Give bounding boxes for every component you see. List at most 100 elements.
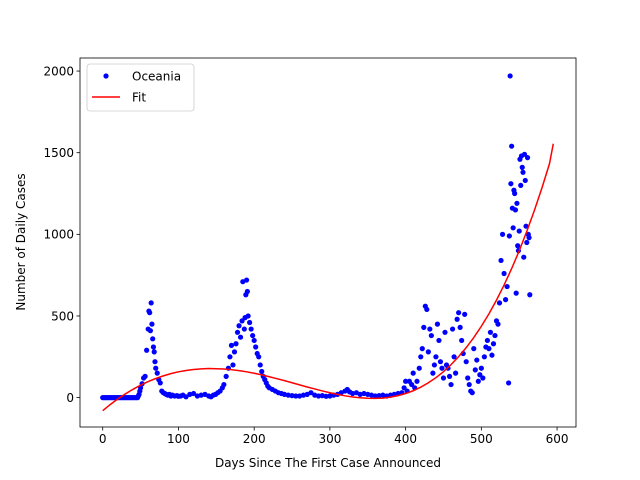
x-axis-label: Days Since The First Case Announced [215,456,441,470]
data-point [251,337,257,344]
data-point [293,393,299,399]
data-point [424,306,430,313]
data-point [495,321,501,327]
data-point [414,378,420,384]
data-point [418,354,424,360]
data-point [147,310,153,316]
data-point [434,321,441,327]
data-point [244,288,250,295]
axes-layer: 0 100 200 300 400 500 600 0 500 1000 1500 2000 [43,57,577,446]
data-point [509,143,515,149]
data-point [253,344,259,350]
data-point [403,378,409,384]
data-point [440,375,447,381]
plot-layer [100,73,555,412]
data-point [454,316,460,322]
data-point [526,235,532,241]
data-point [514,200,520,206]
plot-area [100,73,555,412]
data-point [449,326,456,332]
axes-frame [79,57,577,428]
data-point [410,370,416,376]
data-point [465,375,471,381]
data-point [228,342,235,348]
data-point [456,310,462,316]
data-point [289,393,295,399]
y-tick-label: 1500 [43,146,74,160]
data-point [442,329,448,335]
x-tick-label: 100 [167,432,190,446]
data-point [190,390,197,397]
data-point [223,373,229,379]
data-point [522,177,528,184]
data-point [144,347,150,353]
data-point [521,151,528,157]
data-point [233,341,239,347]
data-point [247,319,253,326]
data-point [150,344,157,350]
data-point [499,231,506,237]
y-tick-label: 0 [66,391,74,405]
data-point [484,337,490,344]
data-point [154,370,160,376]
x-tick-label: 300 [318,432,341,446]
y-tick-label: 500 [51,309,74,323]
x-tick-label: 500 [470,432,493,446]
data-point [475,378,481,384]
data-point [257,362,263,368]
data-point [437,359,444,365]
data-point [521,254,527,260]
data-point [439,365,445,371]
data-point [142,373,148,379]
data-point [504,283,510,290]
data-point [502,297,509,303]
data-point [462,311,468,317]
legend-label-oceania: Oceania [132,69,181,83]
data-point [248,326,254,332]
data-point [237,334,244,340]
data-point [489,352,495,358]
data-point [419,346,425,352]
data-point [520,169,526,175]
series-fit-line [102,143,555,412]
y-tick-label: 1000 [43,228,74,242]
data-point [466,381,472,388]
data-point [231,349,238,355]
data-point [472,367,478,373]
data-point [236,323,242,329]
data-point [234,329,241,335]
data-point [285,392,291,398]
data-point [507,73,513,79]
data-point [153,365,159,371]
data-point [492,332,498,339]
data-point [474,357,480,363]
data-point [323,393,329,399]
data-point [471,346,477,352]
data-point [244,277,250,283]
data-point [259,368,265,375]
x-tick-label: 600 [546,432,569,446]
data-point [513,290,519,296]
data-point [149,321,155,327]
data-point [147,328,154,334]
legend-box [86,63,195,112]
data-point [427,326,433,332]
x-tick-label: 200 [243,432,266,446]
legend-label-fit: Fit [132,90,146,104]
data-point [451,354,457,360]
data-point [221,381,227,388]
data-point [446,373,453,379]
data-point [516,228,522,234]
data-point [308,390,314,396]
data-point [401,385,407,391]
data-point [148,300,154,306]
x-tick-label: 0 [99,432,107,446]
data-point [498,257,504,264]
data-point [469,390,475,396]
data-point [527,292,533,298]
data-point [183,394,189,400]
data-point [376,393,382,399]
data-point [496,300,503,306]
data-point [372,393,378,399]
